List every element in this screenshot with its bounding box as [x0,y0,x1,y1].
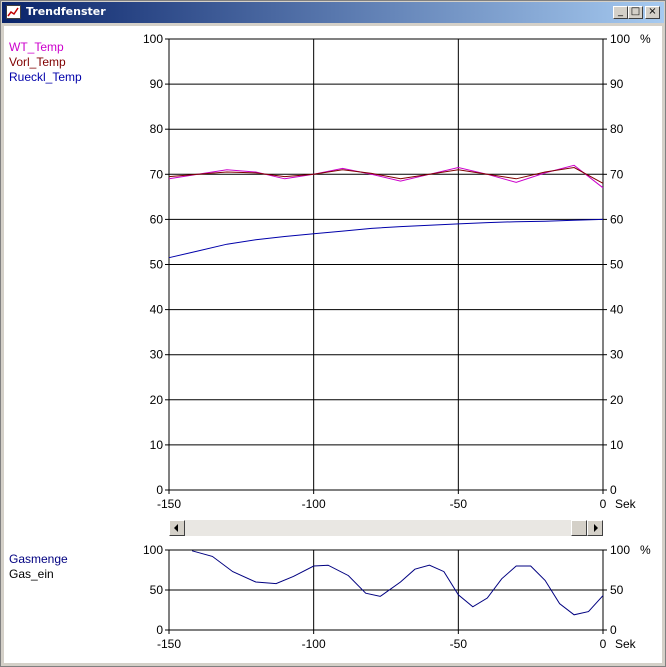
close-button[interactable]: × [645,6,660,19]
y-tick-label: 80 [150,122,164,136]
trend-app-icon [6,5,21,19]
title-bar[interactable]: Trendfenster _ □ × [2,2,664,23]
y-tick-label-right: 90 [610,77,624,91]
y-tick-label-right: 50 [610,258,624,272]
y-tick-label-right: 70 [610,167,624,181]
y-tick-label: 40 [150,303,164,317]
y-tick-label: 100 [143,32,163,46]
legend-rueckl-temp[interactable]: Rueckl_Temp [9,70,82,84]
window-title: Trendfenster [26,5,106,18]
y-tick-label-right: 100 [610,32,630,46]
series-line-gasmenge [191,550,604,616]
scroll-right-button[interactable] [587,520,603,536]
x-tick-label: -150 [157,637,181,651]
series-line-rueckl-temp [168,218,604,259]
y-tick-label: 100 [143,543,163,557]
y-tick-label: 60 [150,212,164,226]
x-tick-label: -50 [450,637,468,651]
time-scrollbar[interactable] [169,520,603,536]
y-tick-label-right: 10 [610,438,624,452]
y-tick-label: 70 [150,167,164,181]
y-unit-label: % [640,543,651,557]
x-tick-label: 0 [600,497,607,511]
y-tick-label-right: 30 [610,348,624,362]
series-line-vorl-temp [168,166,604,184]
legend-gasmenge[interactable]: Gasmenge [9,552,68,566]
y-tick-label-right: 60 [610,212,624,226]
y-tick-label: 50 [150,583,164,597]
y-tick-label: 50 [150,258,164,272]
y-tick-label: 20 [150,393,164,407]
series-line-wt-temp [168,164,604,189]
legend-gas-ein[interactable]: Gas_ein [9,567,54,581]
chart-area: WT_Temp Vorl_Temp Rueckl_Temp Gasmenge G… [4,26,662,663]
y-tick-label-right: 80 [610,122,624,136]
x-tick-label: -150 [157,497,181,511]
y-unit-label: % [640,32,651,46]
arrow-left-icon [174,524,178,532]
legend-wt-temp[interactable]: WT_Temp [9,40,64,54]
y-tick-label: 0 [156,483,163,497]
scroll-left-button[interactable] [169,520,185,536]
legend-vorl-temp[interactable]: Vorl_Temp [9,55,66,69]
y-tick-label-right: 40 [610,303,624,317]
y-tick-label: 0 [156,623,163,637]
y-tick-label: 30 [150,348,164,362]
minimize-button[interactable]: _ [613,6,628,19]
maximize-button[interactable]: □ [628,6,643,19]
arrow-right-icon [594,524,598,532]
y-tick-label-right: 100 [610,543,630,557]
x-unit-label: Sek [615,497,637,511]
x-tick-label: 0 [600,637,607,651]
close-icon: × [648,6,657,17]
x-tick-label: -50 [450,497,468,511]
y-tick-label-right: 50 [610,583,624,597]
x-tick-label: -100 [302,637,326,651]
y-tick-label-right: 0 [610,483,617,497]
y-tick-label: 90 [150,77,164,91]
maximize-icon: □ [630,6,641,17]
minimize-icon: _ [618,6,623,17]
y-tick-label-right: 20 [610,393,624,407]
x-unit-label: Sek [615,637,637,651]
x-tick-label: -100 [302,497,326,511]
y-tick-label-right: 0 [610,623,617,637]
scroll-thumb[interactable] [571,520,587,536]
y-tick-label: 10 [150,438,164,452]
